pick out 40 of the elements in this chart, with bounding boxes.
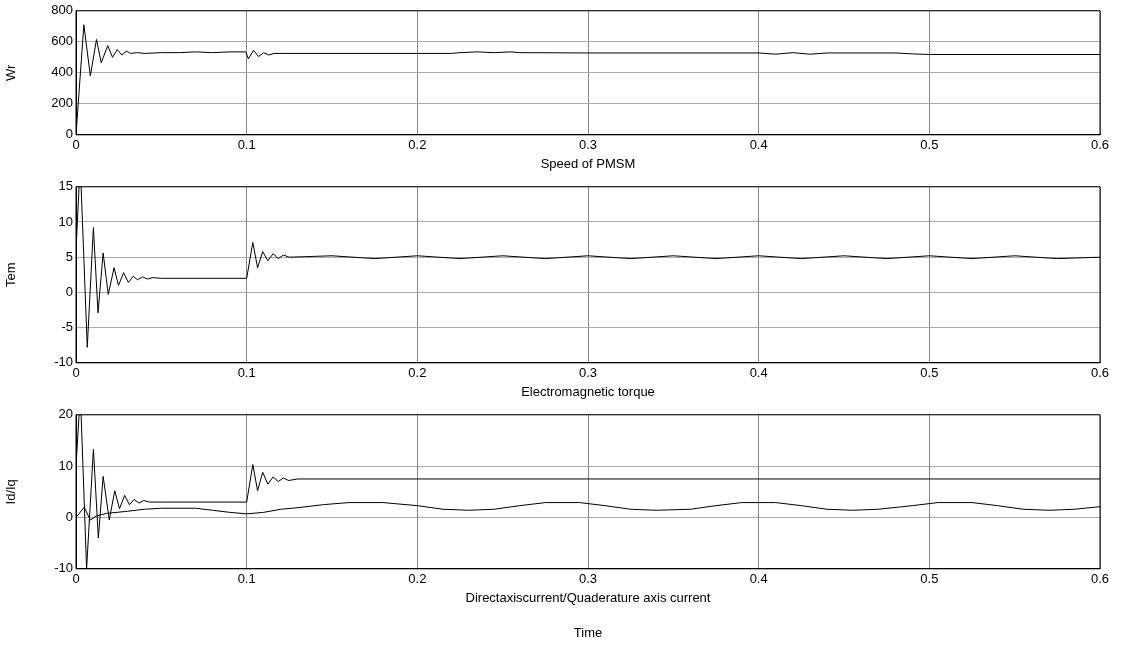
x-tick-label: 0.5 — [920, 137, 939, 153]
y-tick-label: 0 — [65, 126, 73, 142]
y-tick-label: 200 — [51, 95, 73, 111]
y-tick-label: -5 — [61, 319, 73, 335]
y-tick-label: 800 — [51, 2, 73, 18]
x-axis-title: Directaxiscurrent/Quaderature axis current — [465, 589, 711, 605]
x-axis-title: Electromagnetic torque — [521, 383, 655, 399]
y-tick-label: 0 — [65, 509, 73, 525]
x-tick-label: 0.6 — [1090, 571, 1110, 587]
y-tick-label: 0 — [65, 283, 73, 299]
x-tick-label: 0.3 — [578, 571, 598, 587]
x-tick-label: 0.2 — [408, 365, 427, 381]
x-tick-label: 0.2 — [408, 137, 427, 153]
y-tick-label: 10 — [58, 457, 73, 473]
x-tick-label: 0.5 — [920, 365, 939, 381]
y-axis-title: Tem — [3, 262, 19, 288]
x-tick-label: 0.4 — [749, 137, 768, 153]
y-tick-label: 400 — [51, 64, 73, 80]
x-tick-label: 0.4 — [749, 571, 768, 587]
x-tick-label: 0.6 — [1090, 365, 1110, 381]
x-tick-label: 0.4 — [749, 365, 768, 381]
x-tick-label: 0.1 — [237, 571, 256, 587]
y-tick-label: 15 — [58, 178, 73, 194]
text: Time — [573, 625, 603, 641]
x-tick-label: 0.3 — [578, 365, 598, 381]
y-tick-label: 20 — [58, 406, 73, 422]
y-tick-label: 5 — [65, 248, 73, 264]
y-tick-label: -10 — [54, 560, 73, 576]
x-axis-title: Speed of PMSM — [540, 155, 636, 171]
y-tick-label: 10 — [58, 213, 73, 229]
y-axis-title: Id/Iq — [3, 479, 19, 505]
x-tick-label: 0.2 — [408, 571, 427, 587]
x-tick-label: 0.3 — [578, 137, 598, 153]
x-tick-label: 0.6 — [1090, 137, 1110, 153]
y-axis-title: Wr — [3, 63, 19, 81]
x-tick-label: 0.1 — [237, 137, 256, 153]
x-tick-label: 0.5 — [920, 571, 939, 587]
x-tick-label: 0.1 — [237, 365, 256, 381]
y-tick-label: -10 — [54, 354, 73, 370]
y-tick-label: 600 — [51, 33, 73, 49]
